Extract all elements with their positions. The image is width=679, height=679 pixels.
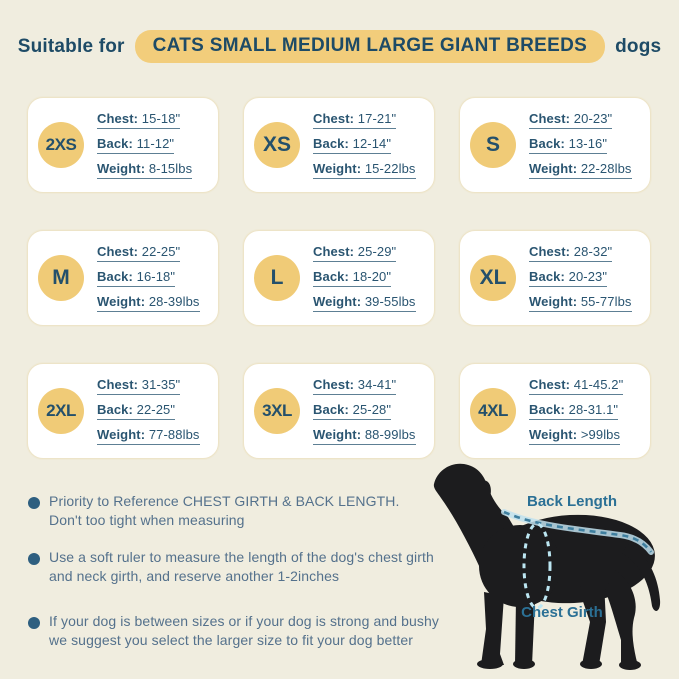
back-spec: Back: 12-14" (313, 136, 392, 154)
size-specs: Chest: 25-29" Back: 18-20" Weight: 39-55… (313, 244, 416, 312)
size-badge: 2XS (38, 122, 84, 168)
size-card-grid: 2XS Chest: 15-18" Back: 11-12" Weight: 8… (27, 97, 651, 459)
size-card-xl: XL Chest: 28-32" Back: 20-23" Weight: 55… (459, 230, 651, 326)
size-badge: XL (470, 255, 516, 301)
weight-spec: Weight: 55-77lbs (529, 294, 632, 312)
chest-spec: Chest: 17-21" (313, 111, 397, 129)
size-specs: Chest: 41-45.2" Back: 28-31.1" Weight: >… (529, 377, 624, 445)
chest-spec: Chest: 25-29" (313, 244, 397, 262)
back-spec: Back: 16-18" (97, 269, 176, 287)
bullet-dot-icon (28, 553, 40, 565)
weight-spec: Weight: 22-28lbs (529, 161, 632, 179)
weight-spec: Weight: 77-88lbs (97, 427, 200, 445)
chest-spec: Chest: 15-18" (97, 111, 181, 129)
dog-silhouette-icon: Back Length Chest Girth (433, 463, 661, 670)
back-length-label: Back Length (527, 493, 617, 510)
weight-spec: Weight: 39-55lbs (313, 294, 416, 312)
size-card-xs: XS Chest: 17-21" Back: 12-14" Weight: 15… (243, 97, 435, 193)
size-card-4xl: 4XL Chest: 41-45.2" Back: 28-31.1" Weigh… (459, 363, 651, 459)
chest-spec: Chest: 20-23" (529, 111, 613, 129)
size-specs: Chest: 17-21" Back: 12-14" Weight: 15-22… (313, 111, 416, 179)
size-specs: Chest: 20-23" Back: 13-16" Weight: 22-28… (529, 111, 632, 179)
back-spec: Back: 25-28" (313, 402, 392, 420)
chest-spec: Chest: 31-35" (97, 377, 181, 395)
size-badge: M (38, 255, 84, 301)
size-card-2xl: 2XL Chest: 31-35" Back: 22-25" Weight: 7… (27, 363, 219, 459)
note-text: If your dog is between sizes or if your … (49, 613, 439, 648)
note-priority: Priority to Reference CHEST GIRTH & BACK… (28, 492, 458, 530)
note-soft-ruler: Use a soft ruler to measure the length o… (28, 548, 458, 586)
dog-measuring-diagram: Back Length Chest Girth (424, 454, 679, 679)
size-card-2xs: 2XS Chest: 15-18" Back: 11-12" Weight: 8… (27, 97, 219, 193)
header-suffix: dogs (615, 35, 662, 57)
measuring-notes: Priority to Reference CHEST GIRTH & BACK… (28, 492, 458, 650)
chest-spec: Chest: 34-41" (313, 377, 397, 395)
size-specs: Chest: 22-25" Back: 16-18" Weight: 28-39… (97, 244, 200, 312)
back-spec: Back: 13-16" (529, 136, 608, 154)
chest-girth-label: Chest Girth (521, 604, 603, 621)
header-breeds-highlight: CATS SMALL MEDIUM LARGE GIANT BREEDS (134, 30, 606, 63)
back-spec: Back: 22-25" (97, 402, 176, 420)
size-specs: Chest: 15-18" Back: 11-12" Weight: 8-15l… (97, 111, 193, 179)
weight-spec: Weight: 28-39lbs (97, 294, 200, 312)
chest-spec: Chest: 41-45.2" (529, 377, 624, 395)
size-badge: 3XL (254, 388, 300, 434)
size-badge: 2XL (38, 388, 84, 434)
size-card-l: L Chest: 25-29" Back: 18-20" Weight: 39-… (243, 230, 435, 326)
size-specs: Chest: 34-41" Back: 25-28" Weight: 88-99… (313, 377, 416, 445)
size-badge: XS (254, 122, 300, 168)
note-between-sizes: If your dog is between sizes or if your … (28, 612, 458, 650)
chest-spec: Chest: 22-25" (97, 244, 181, 262)
weight-spec: Weight: >99lbs (529, 427, 621, 445)
back-spec: Back: 18-20" (313, 269, 392, 287)
chest-spec: Chest: 28-32" (529, 244, 613, 262)
size-card-s: S Chest: 20-23" Back: 13-16" Weight: 22-… (459, 97, 651, 193)
weight-spec: Weight: 8-15lbs (97, 161, 193, 179)
header: Suitable for CATS SMALL MEDIUM LARGE GIA… (0, 30, 679, 63)
note-text: Priority to Reference CHEST GIRTH & BACK… (49, 493, 400, 528)
size-card-3xl: 3XL Chest: 34-41" Back: 25-28" Weight: 8… (243, 363, 435, 459)
size-card-m: M Chest: 22-25" Back: 16-18" Weight: 28-… (27, 230, 219, 326)
size-badge: 4XL (470, 388, 516, 434)
size-specs: Chest: 31-35" Back: 22-25" Weight: 77-88… (97, 377, 200, 445)
back-spec: Back: 28-31.1" (529, 402, 619, 420)
back-spec: Back: 11-12" (97, 136, 175, 154)
back-spec: Back: 20-23" (529, 269, 608, 287)
size-badge: S (470, 122, 516, 168)
weight-spec: Weight: 88-99lbs (313, 427, 416, 445)
size-badge: L (254, 255, 300, 301)
chest-girth-line (522, 522, 552, 610)
bullet-dot-icon (28, 497, 40, 509)
back-length-dashes (503, 510, 653, 553)
bullet-dot-icon (28, 617, 40, 629)
header-prefix: Suitable for (17, 35, 125, 57)
size-specs: Chest: 28-32" Back: 20-23" Weight: 55-77… (529, 244, 632, 312)
note-text: Use a soft ruler to measure the length o… (49, 549, 434, 584)
weight-spec: Weight: 15-22lbs (313, 161, 416, 179)
